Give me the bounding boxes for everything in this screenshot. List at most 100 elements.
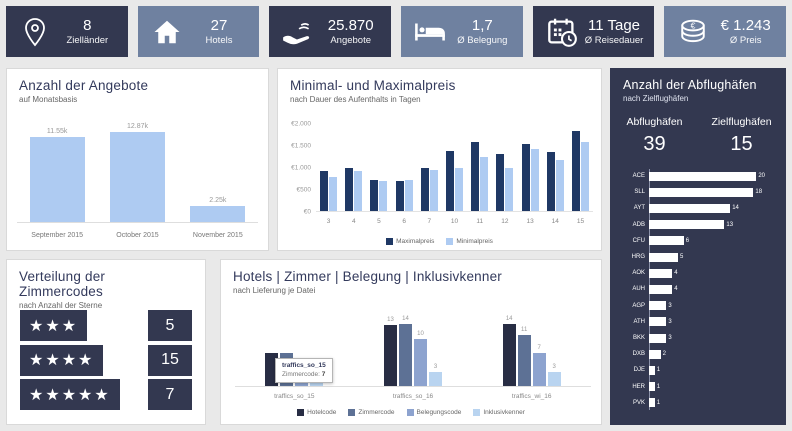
airport-row: AUH 4 (621, 282, 777, 296)
bar[interactable] (547, 372, 561, 386)
legend-label: Belegungscode (416, 409, 462, 416)
kpi-tile-reisedauer[interactable]: 11 Tage Ø Reisedauer (532, 6, 655, 57)
bar[interactable] (649, 349, 661, 359)
bar[interactable] (399, 323, 412, 386)
kpi-value: 1,7 (471, 17, 493, 34)
stat-zielflughaefen: Zielflughäfen 15 (698, 116, 785, 156)
legend-item[interactable]: Maximalpreis (386, 238, 434, 245)
bar[interactable] (480, 156, 489, 211)
star-rating-count: 7 (148, 379, 192, 410)
bar-group (392, 124, 417, 211)
bar-group (518, 124, 543, 211)
bar[interactable] (414, 339, 427, 386)
bar[interactable] (379, 181, 388, 211)
bar[interactable] (530, 148, 539, 211)
panel-subtitle: nach Anzahl der Sterne (19, 301, 103, 310)
bar[interactable] (555, 159, 564, 211)
bar[interactable] (429, 372, 442, 386)
kpi-tile-preis[interactable]: € € 1.243 Ø Preis (664, 6, 787, 57)
legend-item[interactable]: Minimalpreis (446, 238, 493, 245)
kpi-label: Angebote (330, 35, 372, 46)
legend-item[interactable]: Zimmercode (348, 409, 395, 416)
bar-track: 1 (649, 365, 777, 375)
kpi-text: 1,7 Ø Belegung (448, 17, 523, 46)
bar[interactable] (384, 325, 397, 386)
bar[interactable] (649, 317, 667, 327)
bar[interactable] (404, 180, 413, 211)
x-axis-label: 15 (576, 218, 585, 225)
bar[interactable] (109, 132, 165, 222)
bar[interactable] (354, 170, 363, 211)
bar[interactable] (320, 170, 329, 211)
bar[interactable] (420, 167, 429, 211)
house-icon (149, 17, 185, 47)
airport-row: PVK 1 (621, 396, 777, 410)
airport-code-label: AGP (632, 302, 645, 309)
panel-subtitle: nach Lieferung je Datei (233, 286, 316, 295)
airport-code-label: SLL (634, 189, 645, 196)
legend-item[interactable]: Belegungscode (406, 409, 462, 416)
bar[interactable] (455, 167, 464, 211)
bar[interactable] (649, 398, 655, 408)
kpi-row: 8 Zielländer 27 Hotels 25.870 Angebote 1… (6, 6, 787, 57)
bar[interactable] (649, 268, 673, 278)
bar[interactable] (429, 169, 438, 211)
bar[interactable] (29, 137, 85, 222)
bar[interactable] (496, 154, 505, 211)
star-rating-count: 15 (148, 344, 192, 376)
bar[interactable] (649, 171, 757, 181)
bar[interactable] (546, 152, 555, 211)
bar[interactable] (649, 301, 667, 311)
bar[interactable] (649, 203, 731, 213)
bar[interactable] (329, 176, 338, 211)
bar[interactable] (517, 334, 531, 386)
x-axis-label: 4 (351, 218, 356, 225)
bar[interactable] (395, 180, 404, 211)
bar[interactable] (446, 150, 455, 211)
airport-code-label: HRG (631, 254, 645, 261)
bar-value-label: 4 (674, 270, 678, 277)
bar[interactable] (649, 382, 655, 392)
bar[interactable] (571, 131, 580, 211)
bar[interactable] (649, 333, 667, 343)
airport-row: ACE 20 (621, 169, 777, 183)
legend-item[interactable]: Inklusivkenner (473, 409, 525, 416)
stat-value: 15 (730, 133, 753, 155)
kpi-tile-belegung[interactable]: 1,7 Ø Belegung (401, 6, 523, 57)
kpi-text: 8 Zielländer (53, 17, 128, 46)
bar-value-label: 14 (402, 316, 409, 322)
kpi-tile-hotels[interactable]: 27 Hotels (137, 6, 260, 57)
kpi-tile-ziellaender[interactable]: 8 Zielländer (6, 6, 128, 57)
bar-group: 14 11 7 3 (472, 316, 591, 386)
bar[interactable] (649, 187, 754, 197)
bar[interactable] (649, 236, 684, 246)
bar[interactable] (649, 365, 655, 375)
bar[interactable] (190, 205, 246, 222)
bar-track: 20 (649, 171, 777, 181)
bar[interactable] (521, 143, 530, 211)
bar-value-label: 2 (662, 351, 666, 358)
bar[interactable] (580, 141, 589, 211)
panel-subtitle: nach Zielflughäfen (623, 94, 689, 103)
bar[interactable] (649, 284, 673, 294)
bar-group (341, 124, 366, 211)
bar[interactable] (505, 167, 514, 211)
bar[interactable] (345, 167, 354, 211)
giving-hand-icon (280, 19, 316, 45)
bar[interactable] (502, 323, 516, 386)
x-axis-label: 14 (551, 218, 559, 225)
bar[interactable] (649, 220, 725, 230)
legend-label: Inklusivkenner (483, 409, 525, 416)
bar-value-label: 1 (656, 383, 661, 390)
bar[interactable] (471, 142, 480, 211)
bar[interactable] (370, 179, 379, 211)
kpi-label: Ø Preis (729, 35, 762, 46)
x-axis-label: September 2015 (31, 232, 84, 239)
bar[interactable] (649, 252, 678, 262)
kpi-tile-angebote[interactable]: 25.870 Angebote (269, 6, 392, 57)
bar-value-label: 3 (668, 302, 672, 309)
airport-stats: Abflughäfen 39 Zielflughäfen 15 (611, 116, 785, 156)
bar-column: 11.55k (17, 123, 97, 222)
legend-item[interactable]: Hotelcode (297, 409, 336, 416)
bar[interactable] (532, 353, 546, 386)
